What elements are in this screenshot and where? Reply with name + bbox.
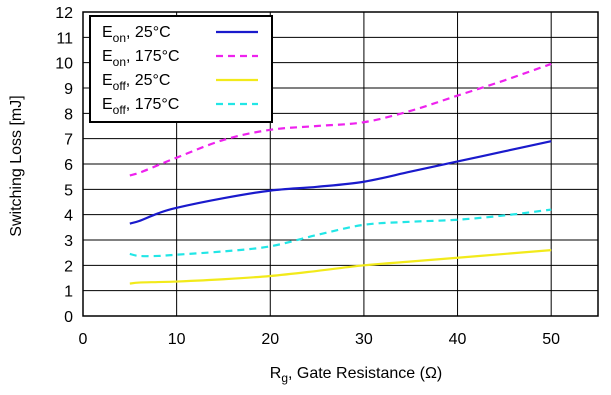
x-axis-title-rest: , Gate Resistance (Ω) <box>288 365 442 382</box>
y-tick-label: 2 <box>64 258 73 275</box>
y-tick-label: 10 <box>55 56 73 73</box>
y-tick-label: 8 <box>64 106 73 123</box>
series-line-1 <box>129 140 552 225</box>
x-axis-title-main: R <box>270 365 282 382</box>
legend: Eon, 25°C Eon, 175°C Eoff, 25°C Eoff, 175°C <box>89 15 273 123</box>
y-tick-label: 0 <box>64 309 73 326</box>
y-tick-label: 7 <box>64 132 73 149</box>
x-axis-title: Rg, Gate Resistance (Ω) <box>270 365 442 385</box>
plot-frame <box>82 11 599 317</box>
series-lines <box>129 62 552 285</box>
y-tick-label: 4 <box>64 208 73 225</box>
series-line-4 <box>129 208 552 258</box>
y-tick-label: 12 <box>55 5 73 22</box>
x-axis-title-sub: g <box>281 371 288 385</box>
y-tick-label: 9 <box>64 81 73 98</box>
y-tick-label: 1 <box>64 284 73 301</box>
x-tick-label: 50 <box>542 331 560 348</box>
y-tick-label: 5 <box>64 182 73 199</box>
x-tick-labels: 0 10 20 30 40 50 <box>79 331 561 348</box>
x-tick-label: 30 <box>355 331 373 348</box>
y-tick-label: 6 <box>64 157 73 174</box>
legend-label-1: Eon, 25°C <box>102 24 171 45</box>
y-tick-label: 11 <box>56 30 73 47</box>
grid <box>82 11 598 317</box>
legend-label-3: Eoff, 25°C <box>102 72 170 93</box>
legend-label-4: Eoff, 175°C <box>102 96 179 117</box>
x-tick-label: 0 <box>79 331 88 348</box>
series-line-2 <box>129 62 552 177</box>
legend-label-2: Eon, 175°C <box>102 48 180 69</box>
y-tick-label: 3 <box>64 233 73 250</box>
x-tick-label: 20 <box>261 331 279 348</box>
series-line-3 <box>129 249 552 285</box>
x-tick-label: 10 <box>168 331 186 348</box>
x-tick-label: 40 <box>449 331 467 348</box>
y-axis-title: Switching Loss [mJ] <box>8 95 25 236</box>
